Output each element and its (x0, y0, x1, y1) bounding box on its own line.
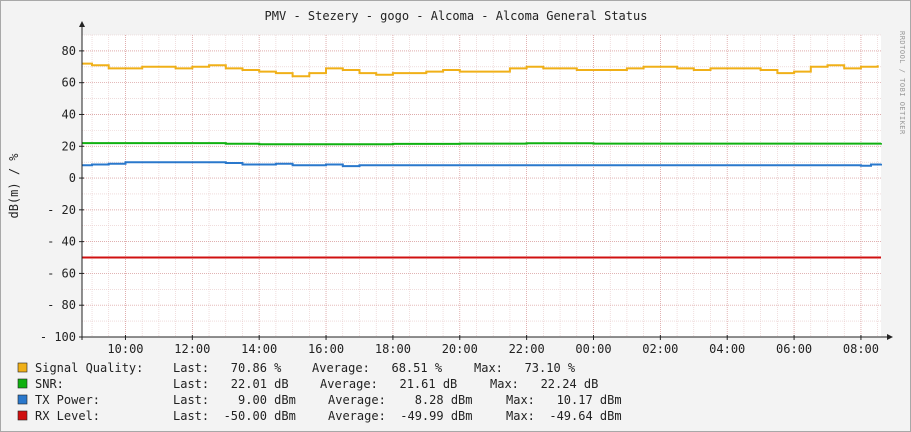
series-line-2 (82, 161, 882, 168)
y-tick-label: - 20 (47, 203, 76, 217)
legend-max-rx-level: Max: -49.64 dBm (506, 409, 622, 423)
legend-last-signal-quality: Last: 70.86 % (173, 361, 282, 375)
rrdtool-watermark: RRDTOOL / TOBI OETIKER (898, 31, 906, 135)
y-tick-label: 60 (62, 76, 76, 90)
legend-swatch-tx-power (17, 394, 28, 405)
series-line-0 (82, 62, 879, 78)
legend-last-rx-level: Last: -50.00 dBm (173, 409, 296, 423)
legend-last-tx-power: Last: 9.00 dBm (173, 393, 296, 407)
legend-swatch-snr (17, 378, 28, 389)
legend-name-rx-level: RX Level: (35, 409, 100, 423)
legend-avg-snr: Average: 21.61 dB (320, 377, 457, 391)
y-axis-arrow (79, 21, 85, 27)
legend-max-tx-power: Max: 10.17 dBm (506, 393, 622, 407)
x-tick-label: 04:00 (709, 342, 745, 356)
legend-avg-tx-power: Average: 8.28 dBm (328, 393, 473, 407)
legend-max-snr: Max: 22.24 dB (490, 377, 598, 391)
x-tick-label: 08:00 (843, 342, 879, 356)
x-tick-label: 14:00 (241, 342, 277, 356)
x-tick-label: 06:00 (776, 342, 812, 356)
legend-swatch-signal-quality (17, 362, 28, 373)
series-layer (82, 62, 882, 259)
x-tick-label: 00:00 (575, 342, 611, 356)
legend-swatch-rx-level (17, 410, 28, 421)
y-axis-label: dB(m) / % (7, 153, 21, 219)
x-tick-label: 16:00 (308, 342, 344, 356)
x-tick-labels: 10:00 12:00 14:00 16:00 18:00 20:00 22:00 00:00… (107, 342, 879, 356)
legend-last-snr: Last: 22.01 dB (173, 377, 289, 391)
x-tick-label: 12:00 (174, 342, 210, 356)
legend-name-tx-power: TX Power: (35, 393, 100, 407)
grid-major (82, 35, 881, 338)
legend: Signal Quality: Last: 70.86 % Average: 6… (17, 361, 622, 423)
y-tick-label: - 80 (47, 298, 76, 312)
y-tick-labels: 80 60 40 20 0 - 20 - 40 - 60 - 80 - 100 (40, 44, 76, 344)
plot-area (82, 35, 881, 337)
x-tick-label: 10:00 (107, 342, 143, 356)
y-tick-label: - 60 (47, 266, 76, 280)
y-tick-label: 20 (62, 139, 76, 153)
axes-layer (79, 21, 893, 340)
chart-title: PMV - Stezery - gogo - Alcoma - Alcoma G… (265, 9, 648, 23)
x-tick-label: 20:00 (442, 342, 478, 356)
x-tick-label: 02:00 (642, 342, 678, 356)
y-tick-label: - 100 (40, 330, 76, 344)
x-tick-label: 22:00 (509, 342, 545, 356)
legend-avg-rx-level: Average: -49.99 dBm (328, 409, 473, 423)
x-axis-arrow (887, 334, 893, 340)
x-tick-label: 18:00 (375, 342, 411, 356)
y-tick-label: 80 (62, 44, 76, 58)
legend-name-snr: SNR: (35, 377, 64, 391)
y-tick-label: - 40 (47, 235, 76, 249)
series-line-1 (82, 142, 882, 146)
y-tick-label: 0 (69, 171, 76, 185)
legend-name-signal-quality: Signal Quality: (35, 361, 143, 375)
legend-avg-signal-quality: Average: 68.51 % (312, 361, 443, 375)
legend-max-signal-quality: Max: 73.10 % (474, 361, 576, 375)
y-tick-label: 40 (62, 107, 76, 121)
